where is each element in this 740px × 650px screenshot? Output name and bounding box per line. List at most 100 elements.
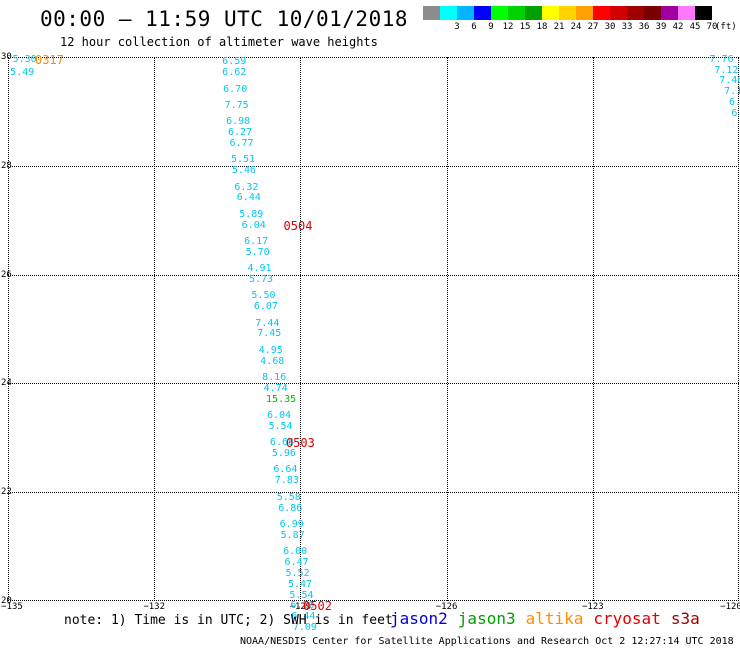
legend-swatch (661, 6, 678, 20)
wave-height-value: 6.64 (273, 464, 298, 476)
wave-height-value: 6.47 (284, 556, 309, 568)
wave-height-value: 6.00 (283, 546, 308, 558)
map-frame (8, 57, 739, 601)
wave-height-value: 6.10 (290, 600, 315, 612)
wave-height-value: 4.95 (258, 344, 283, 356)
longitude-label: −120 (720, 602, 740, 612)
parallel-line (8, 492, 739, 494)
page-subtitle: 12 hour collection of altimeter wave hei… (60, 35, 378, 49)
legend-swatch (440, 6, 457, 20)
wave-height-value: 6.9 (729, 97, 740, 109)
wave-height-value: 5.89 (239, 208, 264, 220)
legend-swatch (610, 6, 627, 20)
legend-unit: (ft) (715, 22, 737, 32)
wave-height-value: 6.04 (241, 219, 266, 231)
pass-time-label: 0503 (285, 436, 315, 451)
legend-swatch (508, 6, 525, 20)
footer-credit: NOAA/NESDIS Center for Satellite Applica… (240, 636, 734, 647)
wave-height-value: 6.07 (253, 301, 278, 313)
wave-height-value: 6.86 (278, 502, 303, 514)
wave-height-value: 5.58 (276, 491, 301, 503)
wave-height-value: 5.52 (285, 567, 310, 579)
longitude-label: −129 (289, 602, 312, 612)
legend-tick-label: 12 (502, 22, 514, 32)
legend-tick-label: 33 (621, 22, 633, 32)
wave-height-value: 6.44 (291, 611, 316, 623)
longitude-label: −126 (435, 602, 458, 612)
meridian-line (154, 57, 156, 601)
legend-swatch (644, 6, 661, 20)
legend-swatch (423, 6, 440, 20)
longitude-label: −132 (143, 602, 166, 612)
legend-swatch (457, 6, 474, 20)
wave-height-value: 6.62 (222, 67, 247, 79)
latitude-label: 30 (1, 52, 12, 62)
satellite-name: jason3 (457, 609, 516, 628)
wave-height-value: 5.46 (231, 165, 256, 177)
meridian-line (300, 57, 302, 601)
legend-swatch (576, 6, 593, 20)
wave-height-value: 7.76 (709, 53, 734, 65)
latitude-label: 28 (1, 160, 12, 171)
wave-height-value: 7.12 (714, 64, 739, 76)
legend-tick-label: 45 (689, 22, 701, 32)
legend-swatch (474, 6, 491, 20)
latitude-label: 24 (1, 378, 12, 389)
wave-height-value: 6.44 (236, 192, 261, 204)
wave-height-value: 6.77 (229, 138, 254, 150)
legend-swatch (491, 6, 508, 20)
latitude-label: 26 (1, 269, 12, 280)
satellite-name: cryosat (593, 609, 661, 628)
satellite-name: jason2 (390, 609, 448, 628)
legend-tick-label: 18 (536, 22, 548, 32)
wave-height-value: 5.96 (271, 448, 296, 460)
meridian-line (446, 57, 448, 601)
footer-note: note: 1) Time is in UTC; 2) SWH is in fe… (64, 613, 393, 628)
wave-height-value: 7.1 (724, 86, 740, 98)
parallel-line (8, 274, 739, 276)
legend-tick-label: 3 (454, 22, 460, 32)
legend-tick-label: 15 (519, 22, 531, 32)
wave-height-value: 6.59 (222, 56, 247, 68)
wave-height-value: 6.70 (223, 83, 248, 95)
wave-height-value: 7.09 (292, 622, 317, 634)
latitude-label: 20 (1, 596, 12, 606)
wave-height-value: 7.44 (255, 317, 280, 329)
legend-tick-label: 24 (570, 22, 582, 32)
wave-height-value: 5.30 (12, 53, 37, 65)
wave-height-value: 5.73 (248, 274, 274, 286)
legend-tick-label: 6 (471, 22, 477, 32)
legend-swatch (627, 6, 644, 20)
wave-height-value: 5.54 (289, 589, 314, 601)
legend-swatch (525, 6, 542, 20)
pass-time-label: 0502 (303, 599, 332, 614)
wave-height-value: 7.83 (274, 475, 299, 487)
wave-height-value: 5.70 (245, 246, 270, 258)
legend-tick-label: 21 (553, 22, 565, 32)
wave-height-value: 7.46 (719, 75, 740, 87)
legend-swatch (695, 6, 712, 20)
longitude-label: −123 (581, 602, 604, 612)
legend-tick-label: 36 (638, 22, 650, 32)
wave-height-value: 6.32 (234, 181, 259, 193)
meridian-line (592, 57, 594, 601)
legend-swatch (559, 6, 576, 20)
legend-tick-label: 39 (655, 22, 667, 32)
wave-height-value: 4.91 (247, 263, 272, 275)
satellite-name: s3a (670, 609, 700, 628)
wave-height-value: 5.49 (10, 67, 35, 79)
latitude-label: 22 (1, 487, 12, 498)
legend-tick-label: 70 (706, 22, 718, 32)
wave-height-value: 15.35 (266, 393, 297, 405)
wave-height-value: 4.68 (260, 355, 285, 367)
longitude-label: −135 (1, 602, 23, 612)
parallel-line (8, 165, 739, 167)
legend-swatch (678, 6, 695, 20)
wave-height-value: 5.50 (251, 290, 276, 302)
satellite-legend: jason2 jason3 altika cryosat s3a (390, 609, 710, 628)
page-title: 00:00 – 11:59 UTC 10/01/2018 (40, 7, 409, 31)
wave-height-value: 6.27 (228, 127, 253, 139)
wave-height-value: 5.54 (268, 420, 293, 432)
wave-height-value: 5.51 (230, 154, 256, 166)
pass-time-label: 0317 (34, 52, 64, 67)
